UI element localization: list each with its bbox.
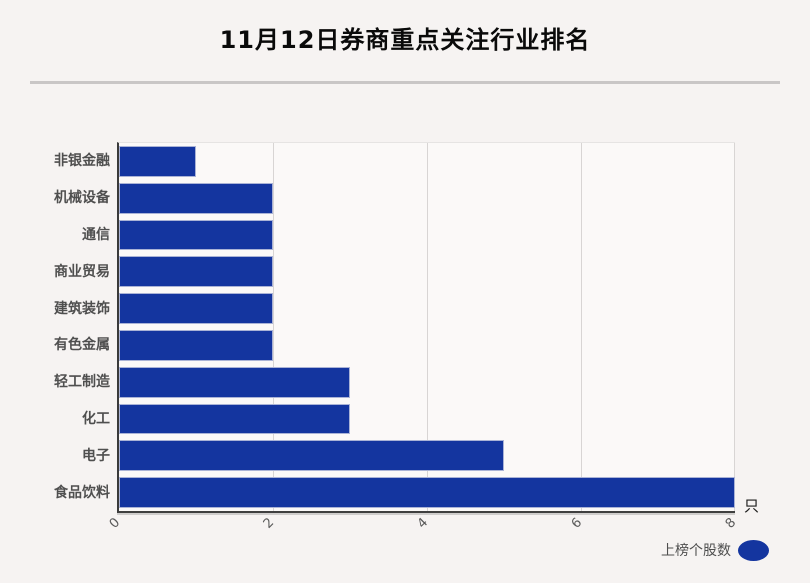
title-divider bbox=[30, 81, 780, 84]
bar-轻工制造 bbox=[119, 366, 350, 398]
category-label: 化工 bbox=[82, 410, 110, 427]
x-tick-label-0: 0 bbox=[106, 515, 124, 532]
x-tick-label-2: 2 bbox=[260, 515, 278, 532]
x-tick-label-4: 4 bbox=[414, 515, 432, 532]
bar-电子 bbox=[119, 440, 504, 472]
legend-label: 上榜个股数 bbox=[661, 543, 731, 559]
bar-化工 bbox=[119, 403, 350, 435]
category-label: 有色金属 bbox=[54, 337, 110, 354]
bar-机械设备 bbox=[119, 182, 273, 214]
category-label: 通信 bbox=[82, 226, 110, 243]
category-label: 食品饮料 bbox=[54, 484, 110, 501]
gridline-x-2 bbox=[273, 143, 274, 511]
chart-title: 11月12日券商重点关注行业排名 bbox=[219, 26, 591, 54]
gridline-x-4 bbox=[427, 143, 428, 511]
bar-商业贸易 bbox=[119, 256, 273, 288]
legend-marker-ellipse bbox=[738, 539, 769, 561]
bar-非银金融 bbox=[119, 146, 196, 177]
category-label: 机械设备 bbox=[54, 190, 110, 207]
bar-建筑装饰 bbox=[119, 293, 273, 324]
x-tick-label-6: 6 bbox=[568, 515, 586, 532]
category-label: 商业贸易 bbox=[54, 263, 110, 280]
bar-通信 bbox=[119, 219, 273, 251]
category-label: 电子 bbox=[82, 447, 110, 464]
bar-有色金属 bbox=[119, 330, 273, 361]
bar-食品饮料 bbox=[119, 477, 735, 508]
category-label: 建筑装饰 bbox=[54, 300, 110, 317]
gridline-x-8 bbox=[734, 143, 735, 511]
gridline-x-6 bbox=[581, 143, 582, 511]
plot-area bbox=[117, 142, 735, 513]
x-tick-label-8: 8 bbox=[722, 515, 740, 532]
category-label: 轻工制造 bbox=[54, 374, 110, 391]
category-label: 非银金融 bbox=[54, 153, 110, 170]
x-axis-unit-label: 只 bbox=[744, 497, 760, 515]
legend: 上榜个股数 bbox=[661, 538, 769, 562]
y-axis-labels: 非银金融机械设备通信商业贸易建筑装饰有色金属轻工制造化工电子食品饮料 bbox=[0, 142, 110, 510]
